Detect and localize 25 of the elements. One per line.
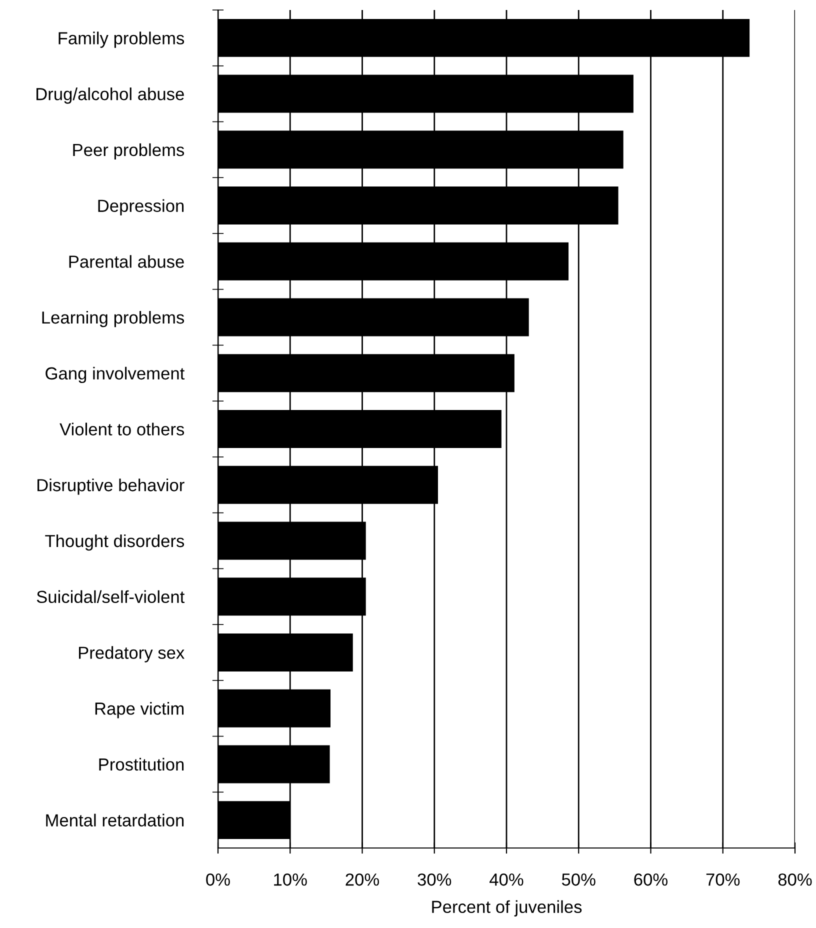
x-tick-label: 50% [562,873,596,886]
y-tick-label: Learning problems [42,310,184,328]
x-axis-title: Percent of juveniles [432,900,582,916]
y-tick-label: Depression [98,199,184,216]
x-tick-label: 80% [778,873,812,886]
x-tick-label: 40% [490,873,524,886]
y-tick-label: Prostitution [99,758,184,771]
x-tick-label: 10% [274,873,307,886]
y-tick-label: Disruptive behavior [37,478,184,495]
y-tick-label: Gang involvement [46,366,185,384]
y-tick-label: Mental retardation [46,814,184,827]
y-tick-label: Violent to others [60,422,184,436]
x-tick-label: 20% [346,873,380,886]
x-tick-label: 30% [418,873,452,886]
y-tick-label: Peer problems [73,143,184,160]
x-tick-label: 70% [706,873,740,886]
y-tick-label: Family problems [58,32,184,48]
y-tick-label: Rape victim [95,702,184,718]
y-tick-label: Drug/alcohol abuse [36,88,184,104]
y-tick-label: Parental abuse [69,255,184,268]
y-tick-label: Suicidal/self-violent [36,590,185,604]
x-tick-label: 0% [206,873,230,886]
y-tick-label: Thought disorders [45,534,184,551]
x-tick-label: 60% [634,873,668,886]
y-tick-label: Predatory sex [78,646,184,662]
